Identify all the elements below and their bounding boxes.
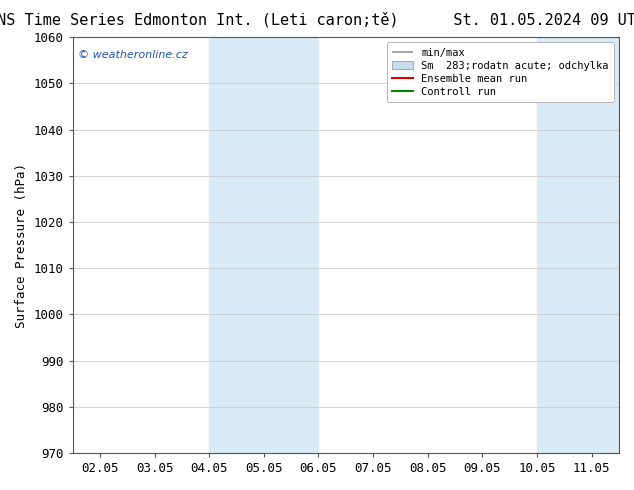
Text: ENS Time Series Edmonton Int. (Leti caron;tě)      St. 01.05.2024 09 UTC: ENS Time Series Edmonton Int. (Leti caro…	[0, 12, 634, 28]
Legend: min/max, Sm  283;rodatn acute; odchylka, Ensemble mean run, Controll run: min/max, Sm 283;rodatn acute; odchylka, …	[387, 42, 614, 102]
Bar	[209, 37, 318, 453]
Text: © weatheronline.cz: © weatheronline.cz	[78, 49, 188, 60]
Y-axis label: Surface Pressure (hPa): Surface Pressure (hPa)	[15, 163, 28, 327]
Bar	[537, 37, 624, 453]
